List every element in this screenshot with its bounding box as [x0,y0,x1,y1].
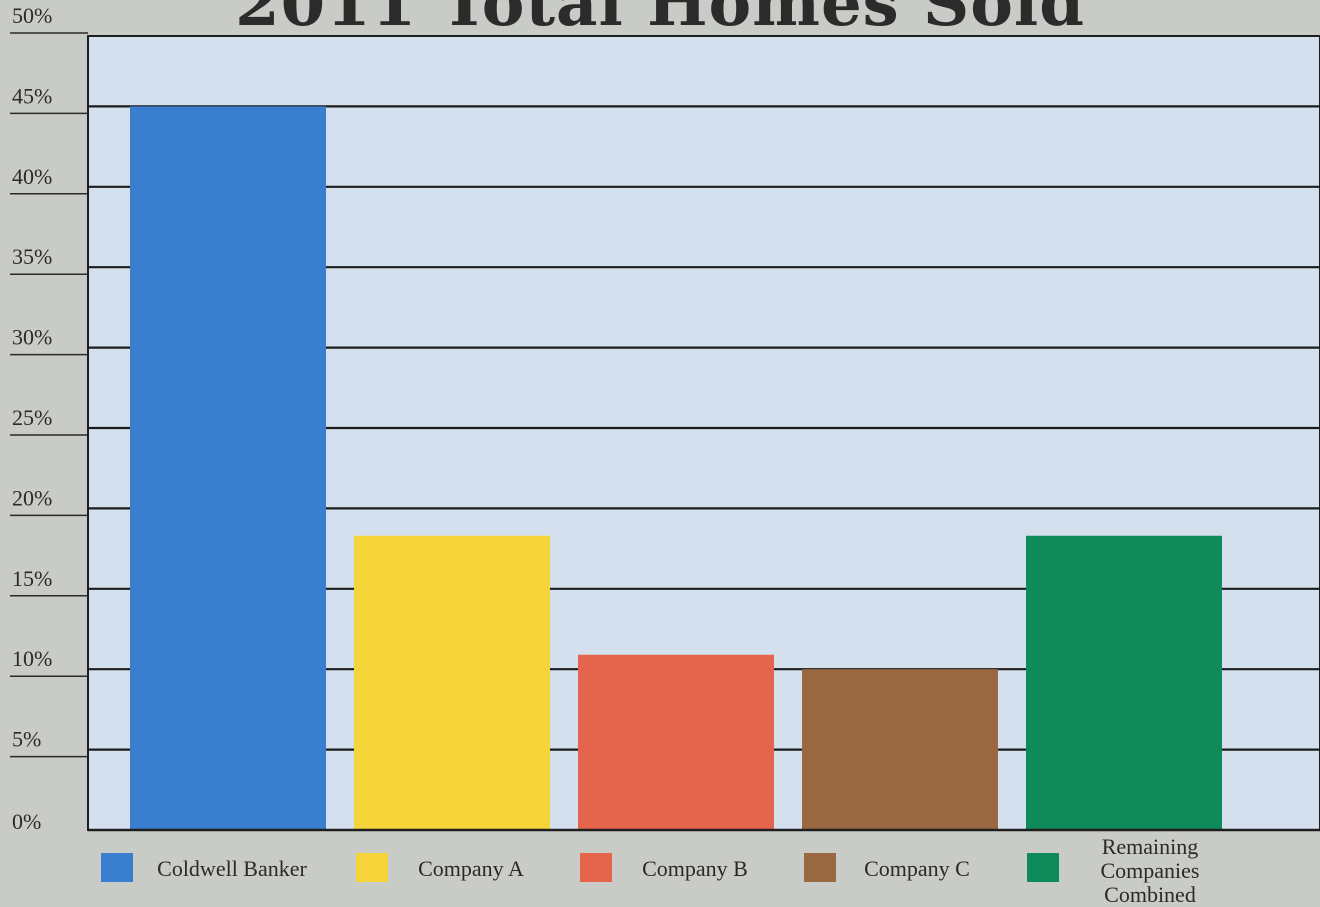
legend-swatch [1027,853,1059,882]
legend-label: Coldwell Banker [157,856,307,881]
legend-label: Combined [1104,882,1196,907]
y-tick-label: 0% [12,809,41,834]
legend-label: Companies [1101,858,1200,883]
bars [130,106,1222,830]
bar [354,535,550,830]
y-axis-ticks: 0% 5% 10% 15% 20% 25% 30% 35% 40% 45% 50% [10,3,88,834]
bar [130,106,326,830]
legend-swatch [580,853,612,882]
y-tick-label: 40% [12,164,52,189]
y-tick-label: 25% [12,405,52,430]
legend: Coldwell Banker Company A Company B Company… [101,834,1200,907]
legend-label: Remaining [1102,834,1199,859]
legend-swatch [101,853,133,882]
bar [578,654,774,830]
y-tick-label: 30% [12,325,52,350]
bar [1026,535,1222,830]
legend-label: Company C [864,856,970,881]
y-tick-label: 45% [12,83,52,108]
y-tick-label: 50% [12,3,52,28]
legend-swatch [356,853,388,882]
y-tick-label: 10% [12,646,52,671]
y-tick-label: 15% [12,566,52,591]
y-tick-label: 35% [12,244,52,269]
legend-label: Company A [418,856,524,881]
y-tick-label: 5% [12,727,41,752]
legend-label: Company B [642,856,748,881]
chart-title: 2011 Total Homes Sold [235,0,1085,41]
legend-swatch [804,853,836,882]
y-tick-label: 20% [12,485,52,510]
bar [802,669,998,830]
